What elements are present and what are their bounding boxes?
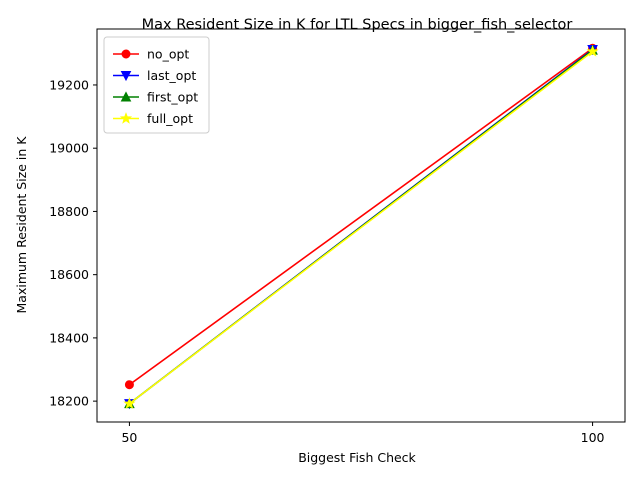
x-tick-label: 50	[121, 430, 137, 445]
series-line-no_opt	[128, 47, 594, 386]
y-tick-label: 18600	[49, 267, 89, 282]
legend-marker	[121, 49, 131, 59]
x-axis: 50 100	[121, 422, 605, 445]
data-point-full_opt-0	[123, 397, 136, 409]
legend-marker	[119, 112, 133, 124]
legend-label: no_opt	[147, 47, 189, 62]
legend-marker	[120, 91, 132, 102]
legend-entry-last_opt: last_opt	[113, 68, 196, 83]
y-tick-label: 18800	[49, 204, 89, 219]
y-tick-label: 19200	[49, 77, 89, 92]
legend-label: last_opt	[147, 68, 196, 83]
y-tick-label: 18400	[49, 330, 89, 345]
y-tick-label: 19000	[49, 141, 89, 156]
legend-label: first_opt	[147, 90, 198, 105]
data-point-full_opt-1	[586, 45, 599, 57]
legend-box	[103, 36, 210, 134]
series-line-full_opt	[128, 50, 594, 405]
data-point-no_opt-0	[124, 380, 134, 390]
x-tick-label: 100	[581, 430, 605, 445]
y-tick-label: 18200	[49, 394, 89, 409]
legend-label: full_opt	[147, 111, 193, 126]
legend: no_opt last_opt first_opt full_opt	[103, 36, 210, 134]
legend-marker	[120, 71, 132, 82]
series-full_opt	[123, 45, 599, 409]
legend-entry-no_opt: no_opt	[113, 47, 189, 62]
x-axis-label: Biggest Fish Check	[298, 450, 416, 465]
y-axis-label: Maximum Resident Size in K	[14, 136, 29, 314]
legend-entry-first_opt: first_opt	[113, 90, 198, 105]
chart-title: Max Resident Size in K for LTL Specs in …	[142, 17, 573, 33]
legend-entry-full_opt: full_opt	[113, 111, 193, 126]
y-axis: 18200 18400 18600 18800 19000 19200	[49, 77, 97, 409]
plot-frame	[96, 28, 626, 423]
plot-area	[123, 43, 599, 410]
